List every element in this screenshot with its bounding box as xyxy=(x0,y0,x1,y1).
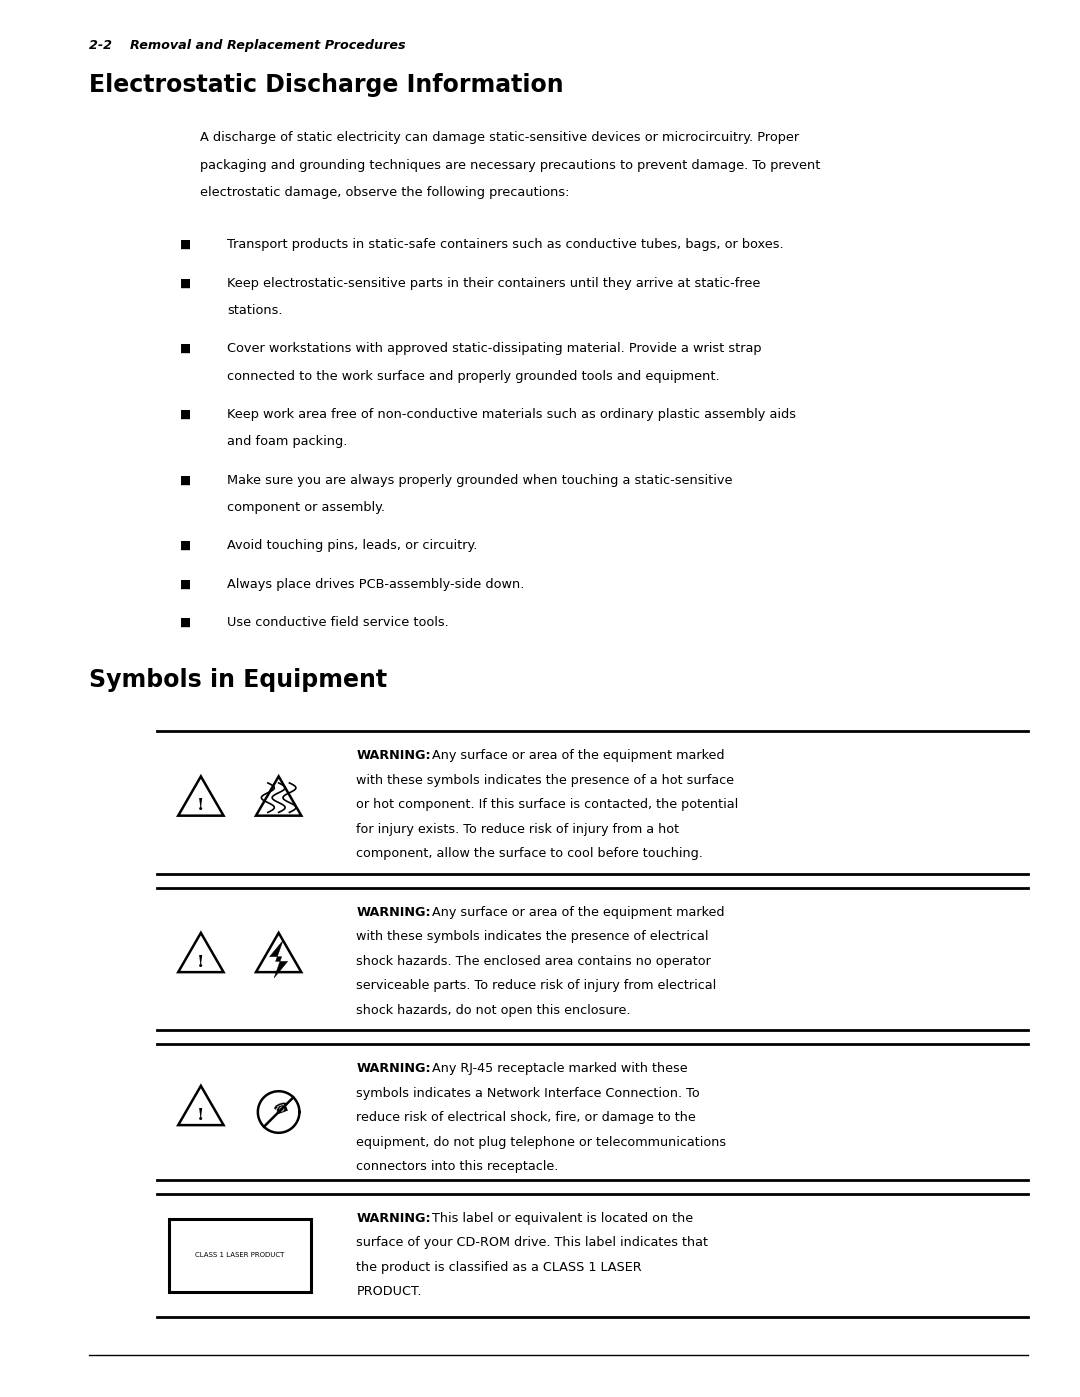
Text: ■: ■ xyxy=(180,408,191,420)
Text: Electrostatic Discharge Information: Electrostatic Discharge Information xyxy=(89,73,563,96)
Text: serviceable parts. To reduce risk of injury from electrical: serviceable parts. To reduce risk of inj… xyxy=(356,979,717,992)
FancyBboxPatch shape xyxy=(170,1218,311,1291)
Text: CLASS 1 LASER PRODUCT: CLASS 1 LASER PRODUCT xyxy=(195,1252,284,1259)
Text: WARNING:: WARNING: xyxy=(356,907,431,919)
Text: Always place drives PCB-assembly-side down.: Always place drives PCB-assembly-side do… xyxy=(227,578,524,591)
Text: Avoid touching pins, leads, or circuitry.: Avoid touching pins, leads, or circuitry… xyxy=(227,539,477,552)
Text: ■: ■ xyxy=(180,342,191,355)
Text: with these symbols indicates the presence of a hot surface: with these symbols indicates the presenc… xyxy=(356,774,734,787)
Text: !: ! xyxy=(198,954,204,971)
Text: electrostatic damage, observe the following precautions:: electrostatic damage, observe the follow… xyxy=(200,186,569,198)
Text: surface of your CD-ROM drive. This label indicates that: surface of your CD-ROM drive. This label… xyxy=(356,1236,708,1249)
Text: A discharge of static electricity can damage static-sensitive devices or microci: A discharge of static electricity can da… xyxy=(200,131,799,144)
Text: WARNING:: WARNING: xyxy=(356,1213,431,1225)
Text: component, allow the surface to cool before touching.: component, allow the surface to cool bef… xyxy=(356,847,703,861)
Text: Use conductive field service tools.: Use conductive field service tools. xyxy=(227,616,448,629)
Text: Make sure you are always properly grounded when touching a static-sensitive: Make sure you are always properly ground… xyxy=(227,474,732,486)
Text: ■: ■ xyxy=(180,474,191,486)
Text: shock hazards. The enclosed area contains no operator: shock hazards. The enclosed area contain… xyxy=(356,956,712,968)
Text: ■: ■ xyxy=(180,539,191,552)
Text: shock hazards, do not open this enclosure.: shock hazards, do not open this enclosur… xyxy=(356,1003,631,1017)
Text: packaging and grounding techniques are necessary precautions to prevent damage. : packaging and grounding techniques are n… xyxy=(200,158,820,172)
Text: symbols indicates a Network Interface Connection. To: symbols indicates a Network Interface Co… xyxy=(356,1087,700,1099)
Polygon shape xyxy=(270,940,287,978)
Text: Cover workstations with approved static-dissipating material. Provide a wrist st: Cover workstations with approved static-… xyxy=(227,342,761,355)
Text: ■: ■ xyxy=(180,616,191,629)
Text: 2-2    Removal and Replacement Procedures: 2-2 Removal and Replacement Procedures xyxy=(89,39,405,52)
Text: ■: ■ xyxy=(180,237,191,251)
Text: ■: ■ xyxy=(180,578,191,591)
Text: ■: ■ xyxy=(180,277,191,289)
Text: component or assembly.: component or assembly. xyxy=(227,502,384,514)
Text: with these symbols indicates the presence of electrical: with these symbols indicates the presenc… xyxy=(356,930,708,943)
Text: Any surface or area of the equipment marked: Any surface or area of the equipment mar… xyxy=(424,749,725,763)
Text: Keep work area free of non-conductive materials such as ordinary plastic assembl: Keep work area free of non-conductive ma… xyxy=(227,408,796,420)
Text: or hot component. If this surface is contacted, the potential: or hot component. If this surface is con… xyxy=(356,799,739,812)
Text: the product is classified as a CLASS 1 LASER: the product is classified as a CLASS 1 L… xyxy=(356,1261,642,1274)
Text: Any surface or area of the equipment marked: Any surface or area of the equipment mar… xyxy=(424,907,725,919)
Text: Symbols in Equipment: Symbols in Equipment xyxy=(89,669,387,693)
Text: ☎: ☎ xyxy=(271,1101,291,1118)
Text: WARNING:: WARNING: xyxy=(356,749,431,763)
Text: and foam packing.: and foam packing. xyxy=(227,436,347,448)
Text: !: ! xyxy=(198,1106,204,1123)
Text: PRODUCT.: PRODUCT. xyxy=(356,1285,422,1298)
Text: Any RJ-45 receptacle marked with these: Any RJ-45 receptacle marked with these xyxy=(424,1062,688,1076)
Text: WARNING:: WARNING: xyxy=(356,1062,431,1076)
Text: Transport products in static-safe containers such as conductive tubes, bags, or : Transport products in static-safe contai… xyxy=(227,237,783,251)
Text: This label or equivalent is located on the: This label or equivalent is located on t… xyxy=(424,1213,693,1225)
Text: !: ! xyxy=(198,798,204,814)
Text: Keep electrostatic-sensitive parts in their containers until they arrive at stat: Keep electrostatic-sensitive parts in th… xyxy=(227,277,760,289)
Text: equipment, do not plug telephone or telecommunications: equipment, do not plug telephone or tele… xyxy=(356,1136,727,1148)
Text: stations.: stations. xyxy=(227,303,282,317)
Text: connected to the work surface and properly grounded tools and equipment.: connected to the work surface and proper… xyxy=(227,369,719,383)
Text: connectors into this receptacle.: connectors into this receptacle. xyxy=(356,1160,558,1173)
Text: for injury exists. To reduce risk of injury from a hot: for injury exists. To reduce risk of inj… xyxy=(356,823,679,835)
Text: reduce risk of electrical shock, fire, or damage to the: reduce risk of electrical shock, fire, o… xyxy=(356,1112,697,1125)
